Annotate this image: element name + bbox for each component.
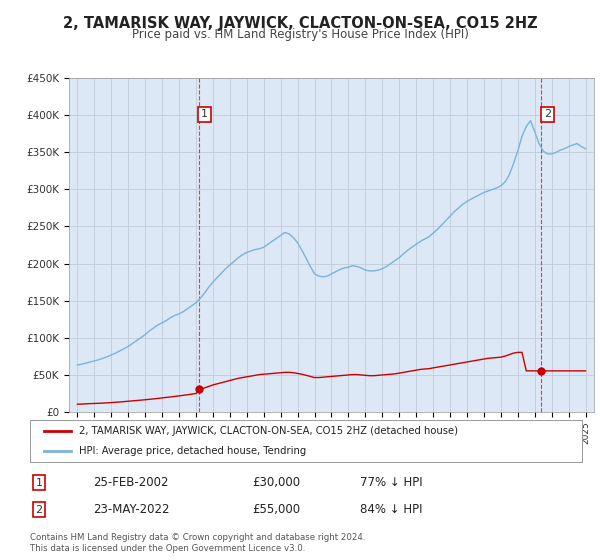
Text: 23-MAY-2022: 23-MAY-2022 — [93, 503, 170, 516]
Text: 1: 1 — [35, 478, 43, 488]
Text: This data is licensed under the Open Government Licence v3.0.: This data is licensed under the Open Gov… — [30, 544, 305, 553]
Text: 25-FEB-2002: 25-FEB-2002 — [93, 476, 169, 489]
Text: 1: 1 — [201, 110, 208, 119]
Text: Price paid vs. HM Land Registry's House Price Index (HPI): Price paid vs. HM Land Registry's House … — [131, 28, 469, 41]
Text: £30,000: £30,000 — [252, 476, 300, 489]
Text: 2, TAMARISK WAY, JAYWICK, CLACTON-ON-SEA, CO15 2HZ (detached house): 2, TAMARISK WAY, JAYWICK, CLACTON-ON-SEA… — [79, 426, 458, 436]
Text: 77% ↓ HPI: 77% ↓ HPI — [360, 476, 422, 489]
Text: 2: 2 — [544, 110, 551, 119]
Text: 2: 2 — [35, 505, 43, 515]
Text: £55,000: £55,000 — [252, 503, 300, 516]
Text: 2, TAMARISK WAY, JAYWICK, CLACTON-ON-SEA, CO15 2HZ: 2, TAMARISK WAY, JAYWICK, CLACTON-ON-SEA… — [62, 16, 538, 31]
Text: HPI: Average price, detached house, Tendring: HPI: Average price, detached house, Tend… — [79, 446, 306, 456]
Text: 84% ↓ HPI: 84% ↓ HPI — [360, 503, 422, 516]
Text: Contains HM Land Registry data © Crown copyright and database right 2024.: Contains HM Land Registry data © Crown c… — [30, 533, 365, 542]
